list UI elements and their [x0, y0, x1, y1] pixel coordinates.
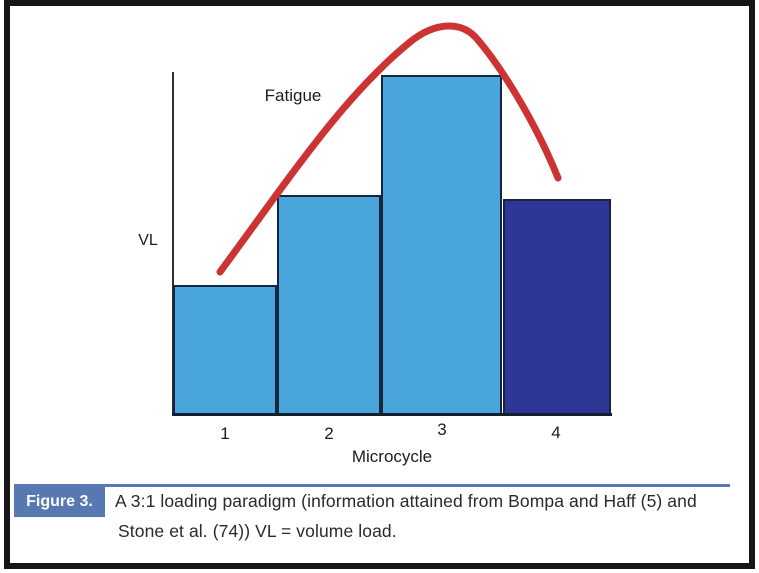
x-tick-label-4: 4 [551, 423, 561, 442]
y-axis-label: VL [138, 232, 158, 249]
caption-divider [14, 484, 730, 487]
fatigue-label: Fatigue [264, 86, 322, 105]
x-axis-label: Microcycle [351, 447, 433, 466]
y-axis-line [172, 72, 174, 415]
x-axis-line [172, 413, 612, 416]
bar-microcycle-3 [381, 75, 502, 415]
figure-number-badge: Figure 3. [14, 487, 105, 517]
bar-microcycle-1 [173, 285, 277, 415]
caption-text-line1: A 3:1 loading paradigm (information atta… [115, 491, 697, 511]
bar-microcycle-2 [277, 195, 381, 415]
x-tick-label-1: 1 [220, 424, 230, 443]
x-tick-label-2: 2 [324, 424, 334, 443]
x-tick-label-3: 3 [437, 420, 447, 439]
bar-microcycle-4 [503, 199, 611, 415]
caption-text-line2: Stone et al. (74)) VL = volume load. [118, 521, 397, 541]
